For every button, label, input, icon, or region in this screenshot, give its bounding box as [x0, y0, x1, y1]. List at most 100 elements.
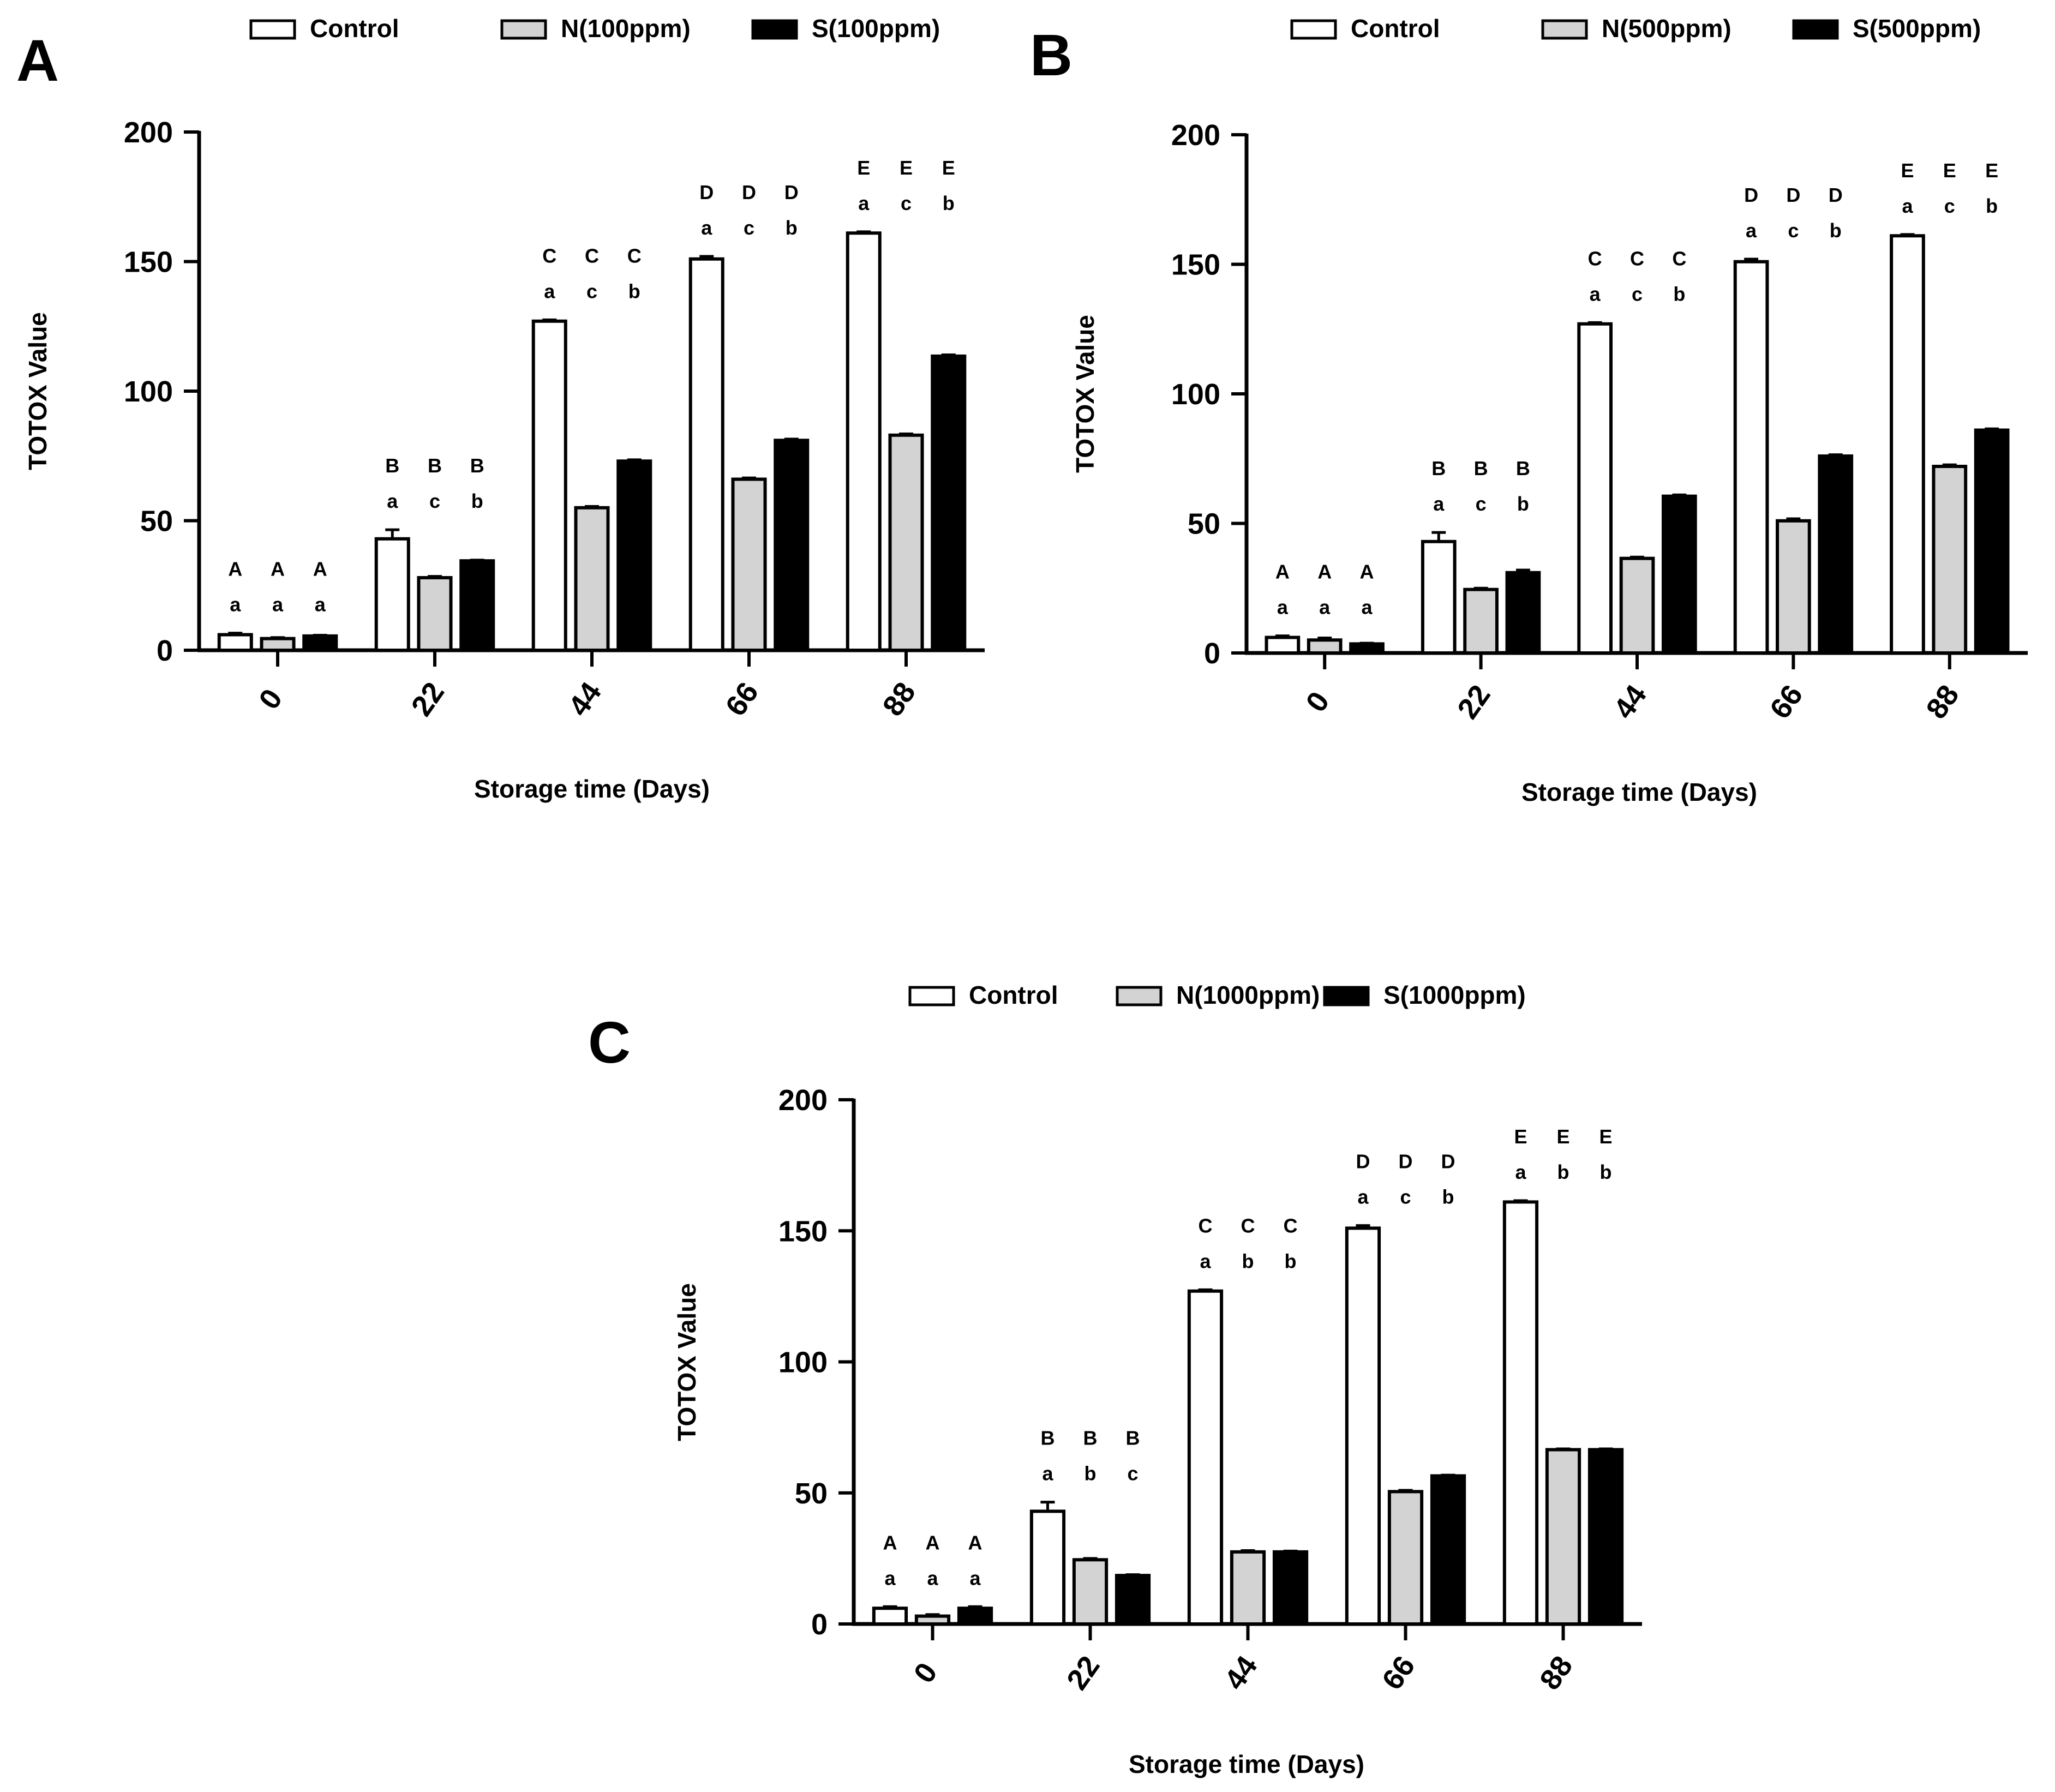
treatment-letter: a — [1200, 1250, 1211, 1272]
group-letter: B — [1040, 1427, 1055, 1449]
treatment-letter: a — [1433, 493, 1445, 515]
x-tick-label: 88 — [1920, 679, 1966, 725]
treatment-letter: a — [927, 1567, 938, 1589]
legend-swatch — [249, 19, 296, 40]
x-tick-label: 44 — [1607, 679, 1653, 725]
chart-panel-C: C Control N(1000ppm) S(1000ppm) 0 50 100 150 200… — [588, 981, 1642, 1778]
treatment-letter: b — [1557, 1161, 1569, 1183]
treatment-letter: c — [1944, 195, 1955, 217]
bar — [531, 319, 567, 652]
treatment-letter: c — [901, 192, 912, 214]
bar — [1619, 556, 1655, 655]
treatment-letter: b — [1242, 1250, 1254, 1272]
x-tick-label: 22 — [1451, 679, 1497, 725]
group-letter: A — [926, 1531, 940, 1554]
x-tick-label: 66 — [1376, 1650, 1422, 1696]
x-tick-label: 22 — [405, 676, 451, 722]
panel-letter: B — [1030, 22, 1073, 88]
treatment-letter: c — [1476, 493, 1487, 515]
group-letter: E — [1985, 159, 1998, 182]
treatment-letter: a — [387, 490, 398, 512]
treatment-letter: a — [1746, 219, 1757, 242]
y-tick-label: 150 — [778, 1215, 828, 1248]
group-letter: A — [1275, 561, 1290, 583]
group-letter: E — [900, 157, 913, 179]
treatment-letter: a — [1277, 596, 1289, 619]
bar — [731, 477, 767, 652]
x-axis-title: Storage time (Days) — [1521, 778, 1757, 806]
group-letter: B — [1431, 457, 1446, 480]
group-letter: A — [313, 558, 327, 580]
bar — [1974, 428, 2010, 655]
y-axis-title: TOTOX Value — [1071, 315, 1099, 473]
bar — [1733, 260, 1769, 655]
group-letter: A — [271, 558, 285, 580]
x-tick-label: 0 — [908, 1657, 944, 1689]
y-tick-label: 100 — [778, 1346, 828, 1379]
bar — [1430, 1474, 1466, 1626]
bar — [931, 354, 967, 652]
treatment-letter: b — [471, 490, 483, 512]
bar — [1272, 1550, 1309, 1626]
treatment-letter: c — [586, 280, 597, 302]
group-letter: E — [1556, 1125, 1569, 1148]
x-tick-label: 0 — [253, 683, 289, 715]
bar — [1502, 1200, 1539, 1626]
bar — [1505, 571, 1541, 655]
legend-swatch — [1116, 986, 1163, 1006]
group-letter: B — [385, 454, 399, 477]
group-letter: D — [1441, 1150, 1455, 1173]
bar — [1818, 454, 1854, 655]
treatment-letter: c — [429, 490, 440, 512]
bar — [1307, 638, 1343, 655]
x-axis-title: Storage time (Days) — [1129, 1750, 1364, 1778]
treatment-letter: b — [628, 280, 640, 302]
group-letter: C — [585, 244, 599, 267]
bar — [1890, 234, 1925, 655]
legend-label: N(1000ppm) — [1176, 981, 1320, 1009]
y-tick-label: 150 — [1171, 249, 1220, 281]
treatment-letter: c — [744, 217, 754, 239]
group-letter: A — [1317, 561, 1332, 583]
bar — [217, 633, 253, 652]
treatment-letter: a — [970, 1567, 981, 1589]
y-tick-label: 50 — [140, 505, 173, 538]
y-tick-label: 0 — [157, 634, 173, 667]
bar — [417, 576, 453, 652]
legend-swatch — [1541, 19, 1588, 40]
bar — [688, 257, 724, 652]
treatment-letter: c — [1128, 1463, 1139, 1485]
group-letter: D — [1744, 184, 1758, 206]
bar — [1463, 588, 1499, 655]
group-letter: C — [627, 244, 642, 267]
x-axis-title: Storage time (Days) — [474, 775, 710, 803]
treatment-letter: b — [786, 217, 798, 239]
panel-letter: A — [16, 27, 59, 93]
treatment-letter: a — [858, 192, 870, 214]
treatment-letter: b — [1442, 1186, 1454, 1208]
group-letter: D — [1356, 1150, 1370, 1173]
treatment-letter: a — [884, 1567, 896, 1589]
treatment-letter: a — [1319, 596, 1331, 619]
bar — [574, 506, 610, 652]
bar — [1587, 1448, 1624, 1626]
group-letter: B — [428, 454, 442, 477]
bar — [260, 637, 296, 652]
bar — [1421, 540, 1457, 655]
treatment-letter: b — [1285, 1250, 1297, 1272]
group-letter: E — [1514, 1125, 1527, 1148]
bar — [1072, 1558, 1109, 1626]
treatment-letter: b — [1517, 493, 1529, 515]
y-tick-label: 200 — [124, 116, 173, 149]
y-tick-label: 200 — [1171, 119, 1220, 152]
bar — [1577, 322, 1613, 655]
group-letter: A — [1360, 561, 1374, 583]
group-letter: B — [1126, 1427, 1140, 1449]
bar — [957, 1607, 993, 1626]
x-tick-label: 44 — [1218, 1650, 1264, 1696]
bar — [846, 231, 882, 652]
y-tick-label: 150 — [124, 246, 173, 279]
group-letter: A — [968, 1531, 982, 1554]
bar — [1387, 1490, 1424, 1626]
